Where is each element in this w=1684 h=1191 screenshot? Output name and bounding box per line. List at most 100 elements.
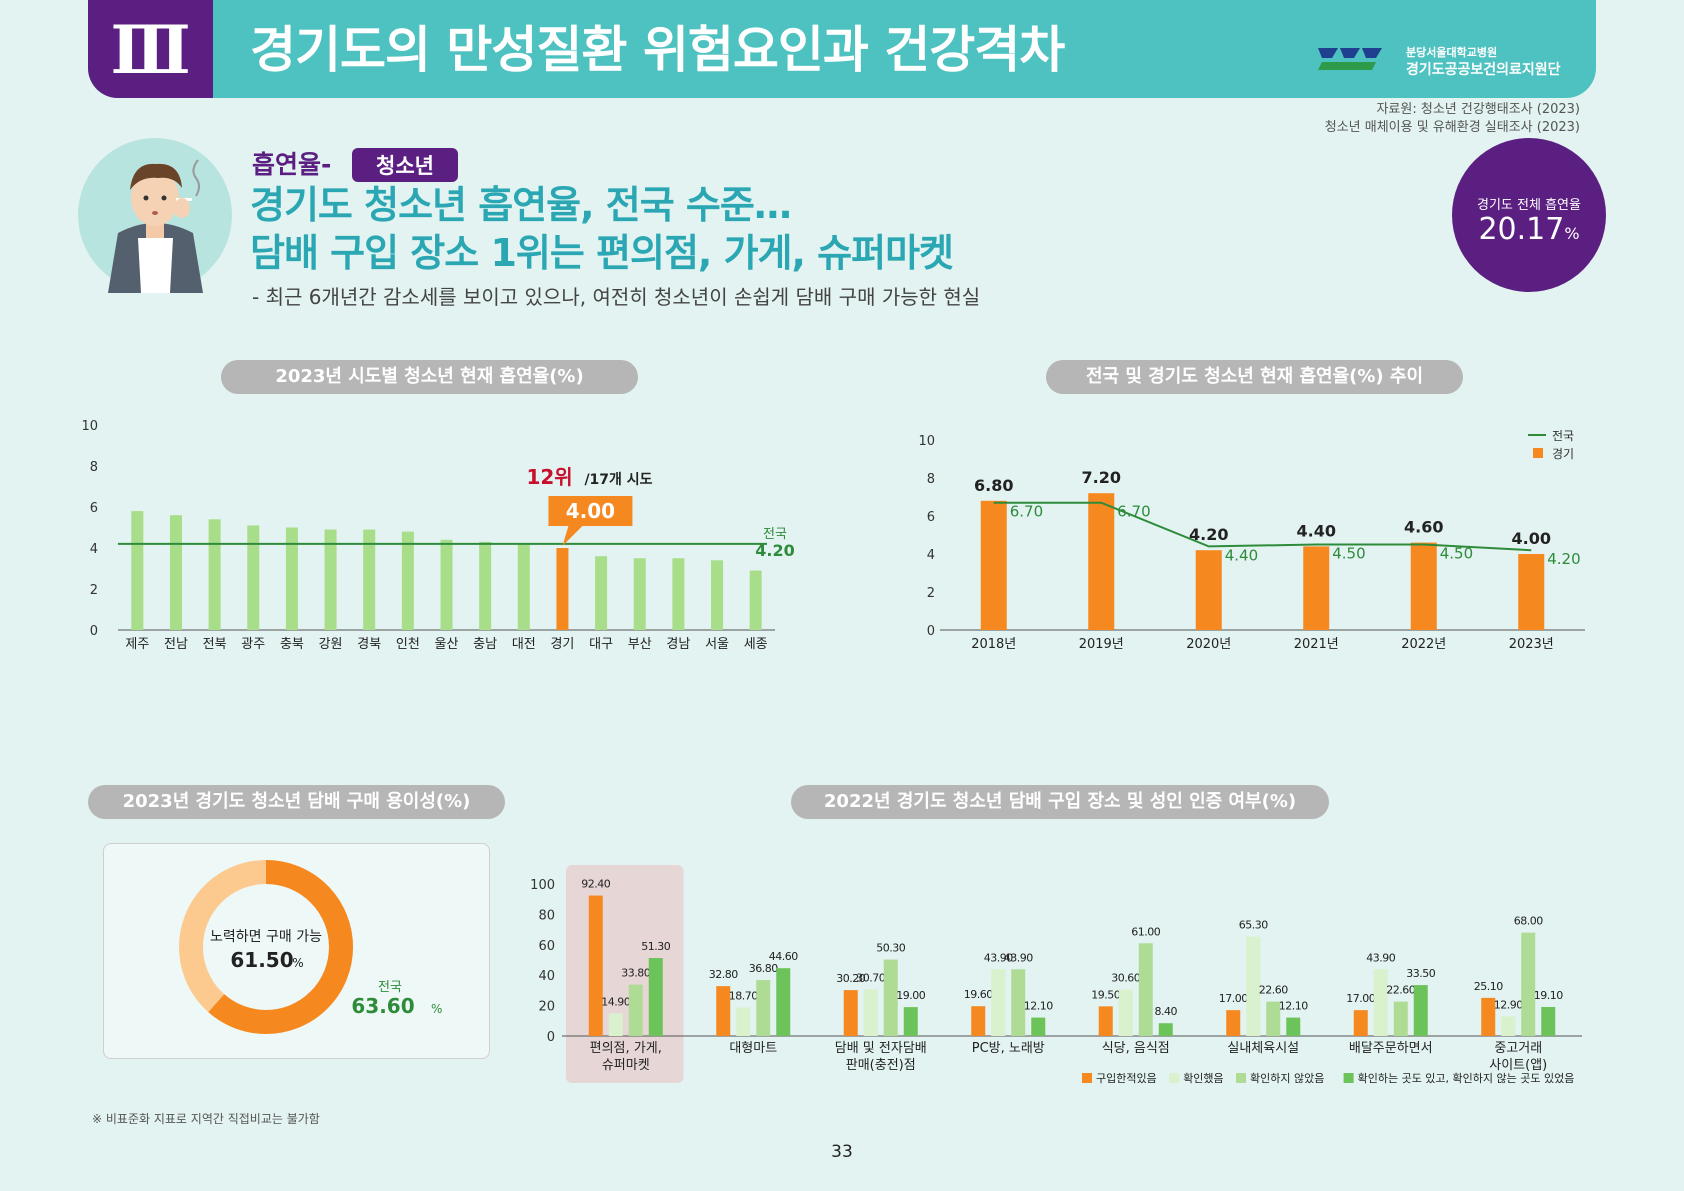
bar-value-label: 22.60 <box>1259 984 1288 997</box>
bar-value-label: 51.30 <box>641 940 670 953</box>
bar-value-label: 17.00 <box>1219 992 1248 1005</box>
x-tick-label: 담배 및 전자담배 <box>835 1041 927 1056</box>
headline-line-2: 담배 구입 장소 1위는 편의점, 가게, 슈퍼마켓 <box>250 231 954 275</box>
rank-suffix: /17개 시도 <box>584 472 652 488</box>
bar-value-label: 17.00 <box>1346 992 1375 1005</box>
source-line-2: 청소년 매체이용 및 유해환경 실태조사 (2023) <box>1324 120 1580 135</box>
national-label: 전국 <box>378 980 402 995</box>
x-tick-label: 충북 <box>280 637 304 652</box>
bar <box>633 558 646 630</box>
bar <box>1501 1016 1516 1036</box>
bar-value-label: 4.20 <box>1189 525 1228 544</box>
org-name: 경기도공공보건의료지원단 <box>1406 62 1561 78</box>
x-tick-label: 세종 <box>744 637 768 652</box>
reference-value: 4.20 <box>755 541 794 560</box>
x-tick-label: 2021년 <box>1294 637 1339 652</box>
bar-value-label: 6.80 <box>974 476 1013 495</box>
x-tick-label: 슈퍼마켓 <box>602 1058 650 1073</box>
bar <box>440 539 453 630</box>
bar <box>756 980 771 1036</box>
line-value-label: 6.70 <box>1010 503 1043 521</box>
bar <box>1266 1001 1281 1036</box>
badge-value: 20.17 <box>1478 212 1565 247</box>
bar <box>1118 989 1133 1036</box>
bar <box>1353 1010 1368 1036</box>
bar <box>711 560 724 630</box>
legend-swatch <box>1169 1073 1180 1083</box>
section-tab <box>88 0 213 98</box>
bar-value-label: 36.80 <box>749 962 778 975</box>
x-tick-label: 2019년 <box>1079 637 1124 652</box>
x-tick-label: 경기 <box>550 637 574 652</box>
footnote: ※ 비표준화 지표로 지역간 직접비교는 불가함 <box>92 1112 320 1126</box>
bar <box>588 895 603 1036</box>
legend-label: 확인하는 곳도 있고, 확인하지 않는 곳도 있었음 <box>1358 1071 1575 1085</box>
bar-value-label: 12.10 <box>1279 1000 1308 1013</box>
bar-value-label: 19.00 <box>896 989 925 1002</box>
x-tick-label: 전남 <box>164 637 188 652</box>
x-tick-label: 사이트(앱) <box>1489 1058 1547 1073</box>
trend-smoking-chart: 0 2 4 6 8 10 6.80 2018년 7.20 2019년 4.20 2020년 4.40 20… <box>918 429 1585 652</box>
bar <box>401 531 414 630</box>
rank-text: 12위 <box>526 465 572 489</box>
bar-value-label: 50.30 <box>876 942 905 955</box>
bar <box>1138 943 1153 1036</box>
y-tick-label: 6 <box>90 501 98 516</box>
x-tick-label: PC방, 노래방 <box>972 1041 1045 1056</box>
bar-value-label: 4.00 <box>1512 529 1551 548</box>
source-note: 자료원: 청소년 건강행태조사 (2023) 청소년 매체이용 및 유해환경 실… <box>1325 101 1580 137</box>
reference-label: 전국 <box>763 527 787 542</box>
bar-gyeonggi <box>980 500 1007 630</box>
legend-swatch <box>1236 1073 1246 1083</box>
bar <box>556 548 569 630</box>
bar-value-label: 7.20 <box>1082 468 1121 487</box>
org-hospital: 분당서울대학교병원 <box>1406 46 1498 59</box>
x-tick-label: 판매(충전)점 <box>846 1058 916 1073</box>
bar <box>749 570 762 630</box>
x-tick-label: 제주 <box>125 637 149 652</box>
y-tick-label: 2 <box>927 586 935 601</box>
chart4-title: 2022년 경기도 청소년 담배 구입 장소 및 성인 인증 여부(%) <box>791 785 1329 819</box>
bar-value-label: 30.20 <box>836 972 865 985</box>
bar-gyeonggi <box>1518 554 1545 630</box>
legend-label: 구입한적있음 <box>1096 1072 1157 1085</box>
x-tick-label: 2022년 <box>1401 637 1446 652</box>
bar-value-label: 43.90 <box>1366 951 1395 964</box>
y-tick-label: 80 <box>538 908 555 923</box>
bar <box>1246 936 1261 1036</box>
y-tick-label: 0 <box>90 624 98 639</box>
bar <box>776 968 791 1036</box>
bar-value-label: 92.40 <box>581 878 610 891</box>
y-tick-label: 60 <box>538 939 555 954</box>
x-tick-label: 중고거래 <box>1494 1041 1542 1056</box>
donut-value: 61.50 <box>230 948 293 972</box>
x-tick-label: 식당, 음식점 <box>1102 1041 1170 1056</box>
bar <box>1481 997 1496 1036</box>
x-tick-label: 2018년 <box>971 637 1016 652</box>
bar-value-label: 12.90 <box>1494 998 1523 1011</box>
bar <box>169 515 182 630</box>
y-tick-label: 4 <box>90 542 98 557</box>
bar-value-label: 4.40 <box>1297 521 1336 540</box>
bar <box>285 527 298 630</box>
page-title: 경기도의 만성질환 위험요인과 건강격차 <box>250 21 1065 79</box>
bar <box>131 511 144 630</box>
bar-gyeonggi <box>1088 493 1115 630</box>
legend-swatch <box>1343 1073 1354 1083</box>
section-number: Ⅲ <box>110 11 191 89</box>
y-tick-label: 4 <box>927 548 935 563</box>
y-tick-label: 10 <box>81 419 98 434</box>
bar-value-label: 25.10 <box>1474 980 1503 993</box>
bar <box>247 525 260 630</box>
chart2-title: 전국 및 경기도 청소년 현재 흡연율(%) 추이 <box>1046 360 1463 394</box>
bar <box>324 529 337 630</box>
bar <box>672 558 685 630</box>
x-tick-label: 대형마트 <box>729 1041 777 1056</box>
y-tick-label: 2 <box>90 583 98 598</box>
bar-value-label: 68.00 <box>1514 915 1543 928</box>
legend-swatch <box>1082 1073 1092 1083</box>
legend-bar-swatch <box>1533 448 1543 458</box>
bar-value-label: 18.70 <box>729 990 758 1003</box>
bar-value-label: 19.10 <box>1534 989 1563 1002</box>
